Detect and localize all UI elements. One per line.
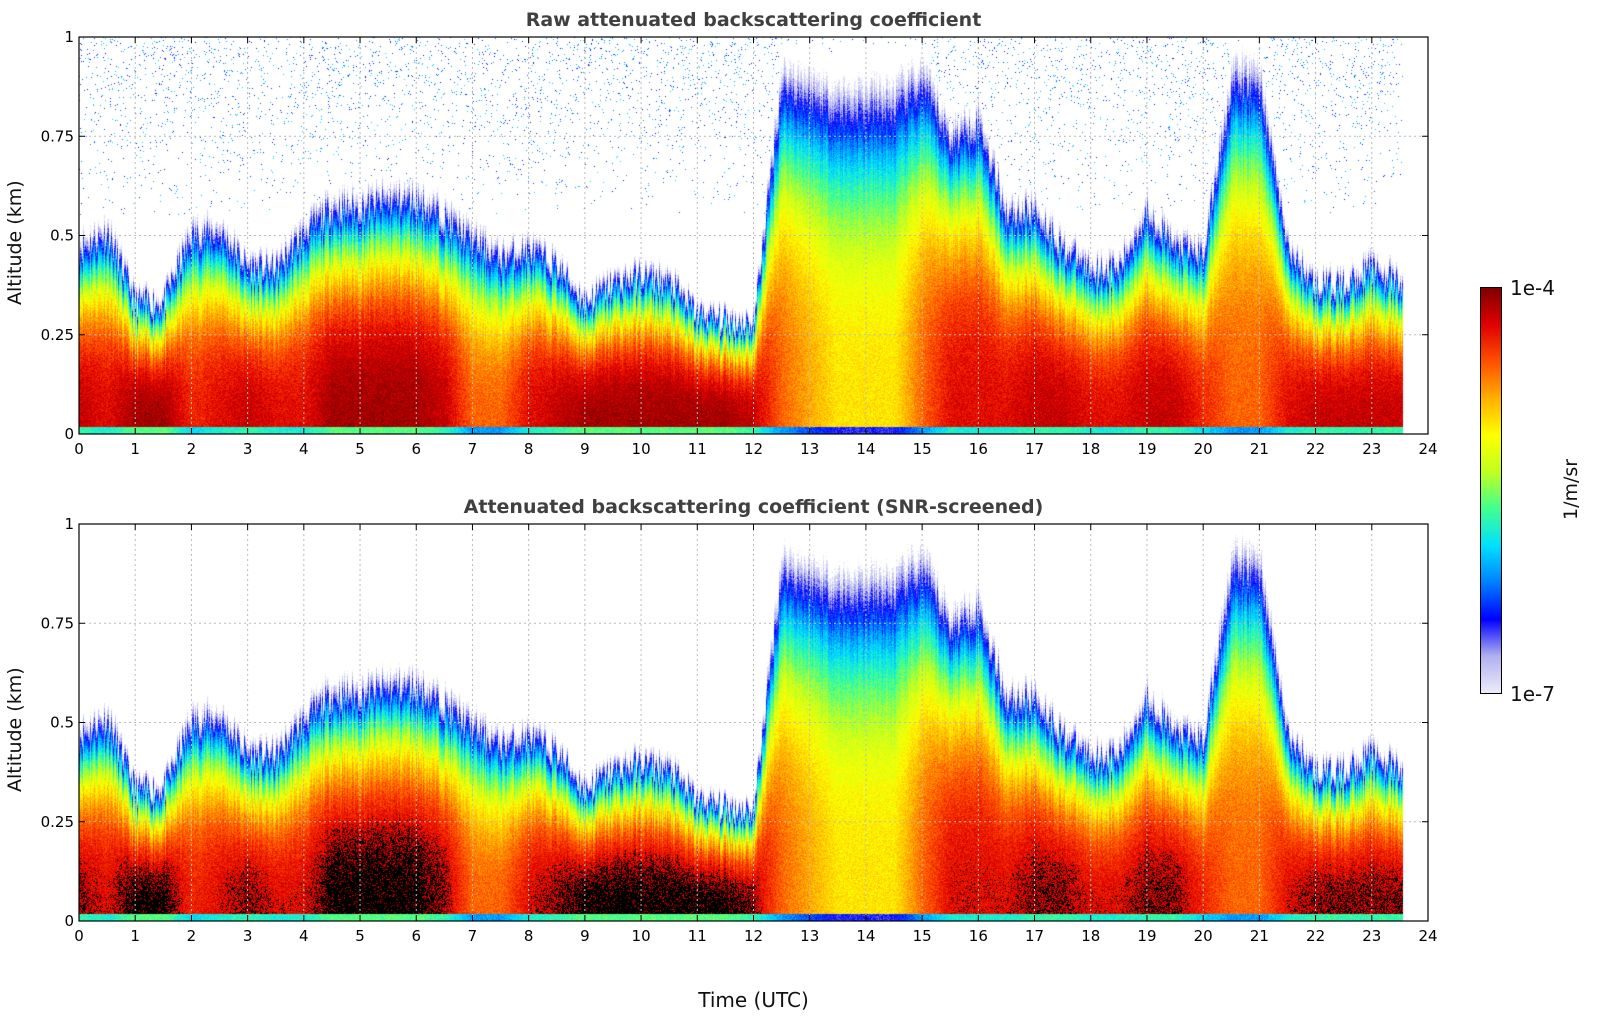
x-tick-label: 16 [969,927,988,945]
x-tick-label: 22 [1306,440,1325,458]
x-tick-label: 11 [688,440,707,458]
colorbar-max-label: 1e-4 [1510,276,1555,300]
x-tick-label: 18 [1081,440,1100,458]
x-tick-label: 2 [187,927,197,945]
x-tick-label: 24 [1418,927,1437,945]
x-tick-label: 12 [744,927,763,945]
x-tick-label: 14 [856,927,875,945]
x-tick-label: 17 [1025,440,1044,458]
y-tick-label: 0.25 [41,813,74,831]
y-tick-label: 0.75 [41,127,74,145]
x-tick-label: 3 [243,440,253,458]
bottom-y-axis-label: Altitude (km) [4,667,26,792]
x-tick-label: 9 [580,440,590,458]
x-tick-label: 18 [1081,927,1100,945]
plot-frame [78,523,1429,922]
x-tick-label: 10 [632,927,651,945]
x-tick-label: 10 [632,440,651,458]
x-tick-label: 20 [1194,927,1213,945]
x-tick-label: 21 [1250,440,1269,458]
screened-axes: 0 1 2 3 4 5 6 7 8 9 10 11 12 13 14 15 16 17 18 19 20 21 22 23 24… [41,515,1438,945]
x-tick-label: 5 [355,440,365,458]
x-tick-label: 7 [468,440,478,458]
x-tick-label: 12 [744,440,763,458]
plot-frame [78,36,1429,435]
x-tick-label: 8 [524,440,534,458]
x-tick-label: 20 [1194,440,1213,458]
top-y-axis-label: Altitude (km) [4,180,26,305]
y-tick-label: 0.5 [50,227,74,245]
x-tick-label: 19 [1137,440,1156,458]
y-tick-label: 0 [64,425,74,443]
x-tick-label: 13 [800,927,819,945]
x-tick-label: 2 [187,440,197,458]
x-axis-label: Time (UTC) [698,988,809,1012]
x-tick-label: 0 [74,927,84,945]
x-tick-label: 22 [1306,927,1325,945]
x-tick-label: 23 [1362,927,1381,945]
x-tick-label: 1 [130,440,140,458]
y-tick-label: 0.25 [41,326,74,344]
top-chart-title: Raw attenuated backscattering coefficien… [525,9,982,31]
x-tick-label: 8 [524,927,534,945]
colorbar-label: 1/m/sr [1560,458,1582,520]
x-tick-label: 6 [411,440,421,458]
x-tick-label: 4 [299,927,309,945]
x-tick-label: 3 [243,927,253,945]
x-tick-label: 17 [1025,927,1044,945]
x-tick-label: 4 [299,440,309,458]
colorbar [1480,287,1502,694]
x-tick-label: 15 [913,440,932,458]
bottom-chart-title: Attenuated backscattering coefficient (S… [463,496,1044,518]
x-tick-label: 21 [1250,927,1269,945]
x-tick-label: 5 [355,927,365,945]
y-tick-label: 0.5 [50,714,74,732]
x-tick-label: 24 [1418,440,1437,458]
x-tick-label: 11 [688,927,707,945]
y-tick-label: 0 [64,912,74,930]
y-tick-label: 0.75 [41,614,74,632]
screened-backscatter-plot: 0 1 2 3 4 5 6 7 8 9 10 11 12 13 14 15 16 17 18 19 20 21 22 23 24… [41,515,1438,945]
y-tick-label: 1 [64,28,74,46]
colorbar-min-label: 1e-7 [1510,682,1555,706]
x-tick-label: 14 [856,440,875,458]
x-tick-label: 19 [1137,927,1156,945]
y-tick-label: 1 [64,515,74,533]
x-tick-label: 16 [969,440,988,458]
x-tick-label: 1 [130,927,140,945]
x-tick-label: 13 [800,440,819,458]
raw-backscatter-plot: 0 1 2 3 4 5 6 7 8 9 10 11 12 13 14 15 16 17 18 19 20 21 22 23 24… [41,28,1438,458]
x-tick-label: 15 [913,927,932,945]
x-tick-label: 9 [580,927,590,945]
x-tick-label: 7 [468,927,478,945]
x-tick-label: 6 [411,927,421,945]
x-tick-label: 23 [1362,440,1381,458]
raw-axes: 0 1 2 3 4 5 6 7 8 9 10 11 12 13 14 15 16 17 18 19 20 21 22 23 24… [41,28,1438,458]
x-tick-label: 0 [74,440,84,458]
